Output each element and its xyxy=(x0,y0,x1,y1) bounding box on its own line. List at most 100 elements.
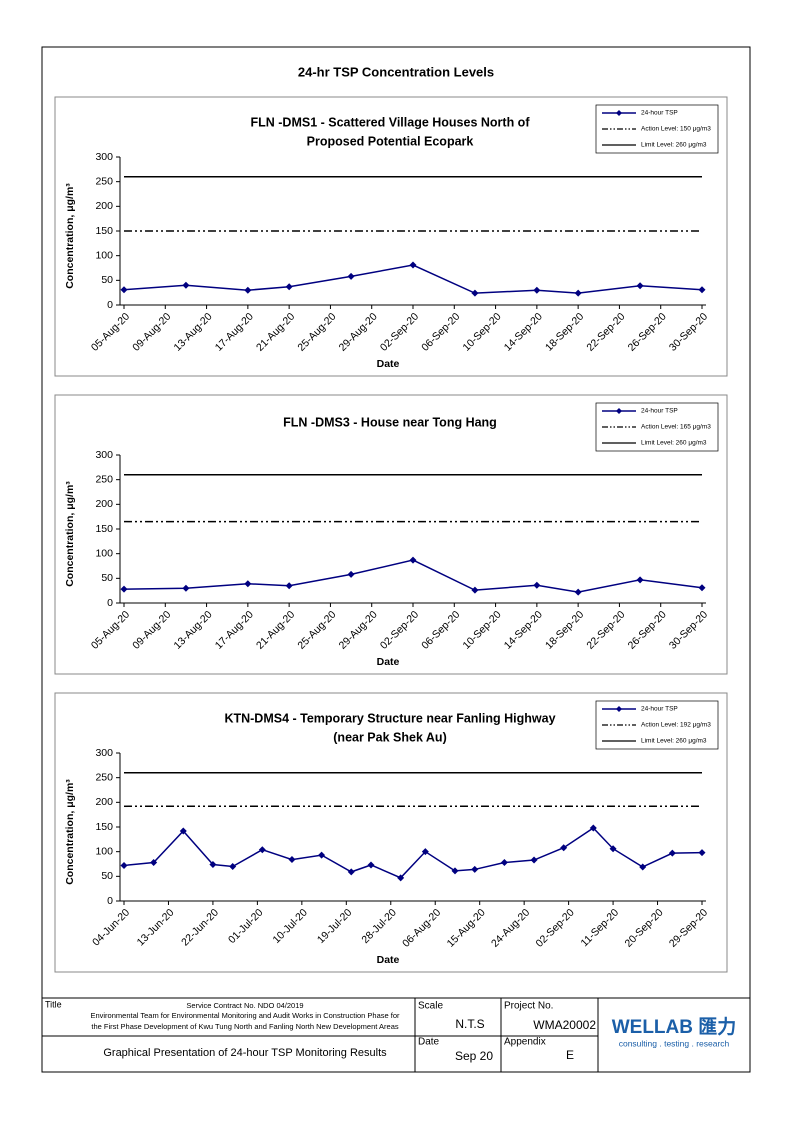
marker xyxy=(285,582,293,590)
y-tick-label: 0 xyxy=(107,895,113,907)
project-line: Environmental Team for Environmental Mon… xyxy=(90,1011,400,1020)
marker xyxy=(589,824,597,832)
x-tick-label: 02-Sep-20 xyxy=(378,608,421,651)
y-axis-label: Concentration, μg/m³ xyxy=(64,183,76,289)
x-tick-label: 29-Aug-20 xyxy=(337,310,380,353)
chart-box xyxy=(54,96,728,377)
y-tick-label: 250 xyxy=(95,473,113,485)
marker xyxy=(244,580,252,588)
y-tick-label: 200 xyxy=(95,498,113,510)
marker xyxy=(367,861,375,869)
x-tick-label: 13-Aug-20 xyxy=(171,608,214,651)
x-tick-label: 18-Sep-20 xyxy=(543,310,586,353)
scale-label: Scale xyxy=(418,1001,443,1012)
x-tick-label: 06-Aug-20 xyxy=(400,906,443,949)
marker xyxy=(698,584,706,592)
x-tick-label: 15-Aug-20 xyxy=(445,906,488,949)
chart-title: (near Pak Shek Au) xyxy=(333,730,446,744)
marker xyxy=(471,289,479,297)
legend-label: Action Level: 165 μg/m3 xyxy=(641,424,711,431)
marker xyxy=(451,867,459,875)
page-title: 24-hr TSP Concentration Levels xyxy=(298,64,494,79)
marker xyxy=(347,868,355,876)
x-tick-label: 22-Sep-20 xyxy=(584,608,627,651)
x-tick-label: 10-Jul-20 xyxy=(270,906,310,946)
marker xyxy=(500,859,508,867)
y-axis-label: Concentration, μg/m³ xyxy=(64,779,76,885)
marker xyxy=(347,570,355,578)
x-tick-label: 30-Sep-20 xyxy=(667,310,710,353)
x-axis-label: Date xyxy=(377,358,400,370)
x-tick-label: 02-Sep-20 xyxy=(534,906,577,949)
marker xyxy=(397,874,405,882)
project-no: WMA20002 xyxy=(533,1018,596,1032)
y-tick-label: 50 xyxy=(101,274,113,286)
x-tick-label: 14-Sep-20 xyxy=(502,608,545,651)
marker xyxy=(182,281,190,289)
x-tick-label: 20-Sep-20 xyxy=(622,906,665,949)
marker xyxy=(150,859,158,867)
y-tick-label: 200 xyxy=(95,200,113,212)
marker xyxy=(209,860,217,868)
legend-label: Action Level: 150 μg/m3 xyxy=(641,126,711,133)
x-tick-label: 05-Aug-20 xyxy=(89,310,132,353)
date: Sep 20 xyxy=(455,1049,493,1063)
contract: Service Contract No. NDO 04/2019 xyxy=(186,1001,303,1010)
y-tick-label: 300 xyxy=(95,151,113,163)
chart-title: KTN-DMS4 - Temporary Structure near Fanl… xyxy=(224,711,555,725)
x-tick-label: 10-Sep-20 xyxy=(460,310,503,353)
x-tick-label: 18-Sep-20 xyxy=(543,608,586,651)
marker xyxy=(698,849,706,857)
marker xyxy=(120,861,128,869)
x-tick-label: 21-Aug-20 xyxy=(254,310,297,353)
y-tick-label: 150 xyxy=(95,523,113,535)
y-tick-label: 100 xyxy=(95,547,113,559)
marker xyxy=(288,856,296,864)
chart-title: FLN -DMS1 - Scattered Village Houses Nor… xyxy=(251,115,531,129)
x-tick-label: 14-Sep-20 xyxy=(502,310,545,353)
y-tick-label: 0 xyxy=(107,597,113,609)
x-tick-label: 09-Aug-20 xyxy=(130,608,173,651)
x-tick-label: 25-Aug-20 xyxy=(295,310,338,353)
appendix: E xyxy=(566,1048,574,1062)
x-tick-label: 26-Sep-20 xyxy=(626,310,669,353)
chart-box xyxy=(54,394,728,675)
x-axis-label: Date xyxy=(377,954,400,966)
marker xyxy=(609,845,617,853)
marker xyxy=(285,283,293,291)
x-tick-label: 06-Sep-20 xyxy=(419,310,462,353)
y-tick-label: 300 xyxy=(95,449,113,461)
marker xyxy=(636,576,644,584)
marker xyxy=(471,865,479,873)
y-tick-label: 0 xyxy=(107,299,113,311)
marker xyxy=(668,849,676,857)
drawing-title: Graphical Presentation of 24-hour TSP Mo… xyxy=(103,1047,387,1059)
y-tick-label: 200 xyxy=(95,796,113,808)
appendix-label: Appendix xyxy=(504,1037,546,1048)
x-tick-label: 19-Jul-20 xyxy=(315,906,355,946)
marker xyxy=(530,856,538,864)
logo: WELLAB 匯力 xyxy=(612,1015,737,1038)
marker xyxy=(347,272,355,280)
tagline: consulting . testing . research xyxy=(619,1038,730,1048)
series-line xyxy=(123,559,703,593)
marker xyxy=(182,584,190,592)
title-label: Title xyxy=(45,999,62,1009)
charts: FLN -DMS1 - Scattered Village Houses Nor… xyxy=(54,96,728,973)
chart-box xyxy=(54,692,728,973)
x-tick-label: 29-Sep-20 xyxy=(667,906,710,949)
y-tick-label: 50 xyxy=(101,572,113,584)
marker xyxy=(533,581,541,589)
y-tick-label: 50 xyxy=(101,870,113,882)
chart-title: Proposed Potential Ecopark xyxy=(307,134,474,148)
chart-title: FLN -DMS3 - House near Tong Hang xyxy=(283,415,497,429)
marker xyxy=(229,862,237,870)
title-block: Title Service Contract No. NDO 04/2019 E… xyxy=(42,997,750,1072)
y-tick-label: 150 xyxy=(95,225,113,237)
legend-label: Limit Level: 260 μg/m3 xyxy=(641,440,707,447)
x-tick-label: 26-Sep-20 xyxy=(626,608,669,651)
marker xyxy=(471,586,479,594)
marker xyxy=(120,286,128,294)
x-tick-label: 10-Sep-20 xyxy=(460,608,503,651)
